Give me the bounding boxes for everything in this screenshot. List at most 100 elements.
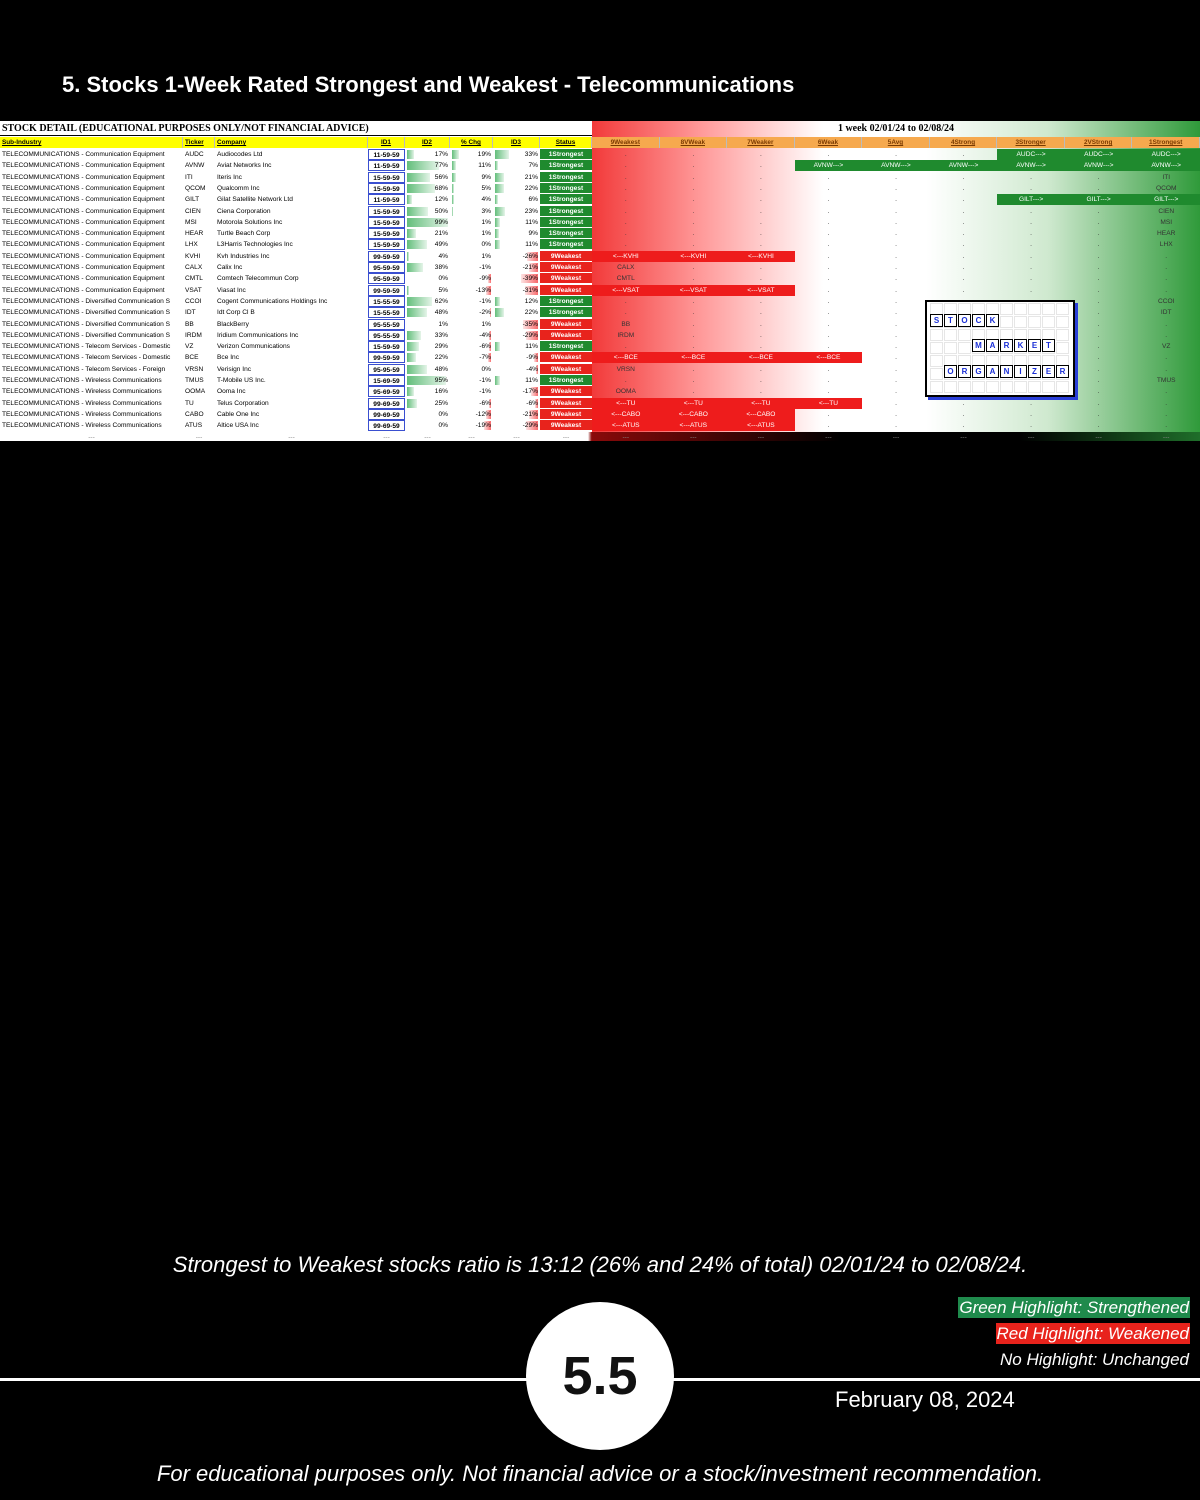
cell-text: 1Strongest bbox=[548, 241, 584, 249]
cell: 9Weakest bbox=[540, 318, 592, 330]
cell-text: ATUS bbox=[185, 422, 203, 430]
cell: <---TU bbox=[727, 397, 795, 409]
cell: T-Mobile US Inc. bbox=[215, 375, 368, 386]
cell-text: <---KVHI bbox=[612, 252, 639, 260]
cell: -1% bbox=[450, 262, 493, 273]
cell-text: 49% bbox=[434, 241, 448, 249]
cell: . bbox=[795, 330, 863, 341]
cell: 9% bbox=[493, 228, 540, 239]
cell-text: . bbox=[1030, 184, 1033, 192]
logo-letter: N bbox=[1000, 365, 1013, 378]
cell-text: 1% bbox=[481, 252, 491, 260]
cell: . bbox=[592, 149, 660, 160]
cell-text: . bbox=[962, 207, 965, 215]
cell: 3% bbox=[450, 206, 493, 217]
cell-text: IRDM bbox=[617, 331, 635, 339]
cell: 15-59-59 bbox=[368, 205, 405, 217]
cell: 15-55-59 bbox=[368, 295, 405, 307]
cell-text: 1Strongest bbox=[548, 184, 584, 192]
cell-text: . bbox=[1097, 331, 1100, 339]
cell: 0% bbox=[450, 364, 493, 375]
cell: . bbox=[727, 296, 795, 307]
cell-text: 12% bbox=[434, 196, 448, 204]
cell-text: 4% bbox=[481, 196, 491, 204]
cell: . bbox=[727, 307, 795, 318]
cell-text: TELECOMMUNICATIONS - Communication Equip… bbox=[2, 184, 165, 192]
page-title: 5. Stocks 1-Week Rated Strongest and Wea… bbox=[62, 72, 795, 97]
cell: . bbox=[795, 296, 863, 307]
cell-text: . bbox=[895, 173, 897, 181]
cell: . bbox=[997, 228, 1065, 239]
cell: AUDC---> bbox=[1064, 149, 1133, 160]
cell-text: . bbox=[827, 151, 830, 158]
data-bar bbox=[407, 195, 412, 205]
cell: <---TU bbox=[794, 397, 863, 409]
cell: 11-59-59 bbox=[368, 149, 405, 160]
cell: TELECOMMUNICATIONS - Communication Equip… bbox=[0, 206, 183, 217]
cell-text: <---TU bbox=[616, 399, 636, 407]
logo-grid bbox=[1042, 303, 1055, 315]
column-header: 7Weaker bbox=[727, 137, 795, 148]
cell-text: . bbox=[1030, 241, 1033, 249]
cell: MSI bbox=[183, 217, 215, 228]
cell: . bbox=[930, 273, 998, 284]
cell-text: VRSN bbox=[616, 365, 635, 373]
data-bar bbox=[407, 376, 446, 385]
data-bar bbox=[526, 251, 538, 261]
cell: OOMA bbox=[183, 386, 215, 397]
cell-text: AUDC---> bbox=[1084, 151, 1114, 158]
cell: 1Strongest bbox=[540, 375, 592, 386]
cell-text: TELECOMMUNICATIONS - Communication Equip… bbox=[2, 151, 165, 158]
cell: . bbox=[862, 420, 930, 431]
cell: 9Weakest bbox=[540, 386, 592, 398]
cell-text: <---VSAT bbox=[612, 286, 640, 294]
cell: 1Strongest bbox=[540, 228, 592, 240]
data-bar bbox=[407, 150, 414, 159]
cell-text: . bbox=[759, 320, 762, 328]
cell-text: 95-69-59 bbox=[373, 389, 400, 397]
cell-text: GILT---> bbox=[1086, 196, 1111, 204]
cell: . bbox=[1065, 386, 1133, 397]
cell-text: . bbox=[827, 218, 830, 226]
cell: Kvh Industries Inc bbox=[215, 251, 368, 262]
data-bar bbox=[528, 263, 538, 272]
cell: AVNW---> bbox=[862, 160, 930, 172]
cell-text: . bbox=[1165, 275, 1168, 283]
cell-text: CCOI bbox=[185, 297, 202, 305]
cell-text: TELECOMMUNICATIONS - Communication Equip… bbox=[2, 230, 165, 238]
cell: . bbox=[795, 194, 863, 205]
cell-text: -26% bbox=[522, 252, 538, 260]
column-header: Sub-Industry bbox=[0, 137, 183, 148]
data-bar bbox=[530, 387, 538, 397]
cell: -21% bbox=[493, 409, 540, 420]
cell-text: 1Strongest bbox=[548, 297, 584, 305]
logo-grid bbox=[930, 342, 943, 354]
cell: . bbox=[862, 273, 930, 284]
cell: . bbox=[795, 319, 863, 330]
cell: . bbox=[1065, 341, 1133, 352]
cell: TELECOMMUNICATIONS - Wireless Communicat… bbox=[0, 398, 183, 409]
cell: . bbox=[930, 251, 998, 262]
cell: 23% bbox=[493, 206, 540, 217]
cell-text: 1Strongest bbox=[548, 162, 584, 170]
cell: . bbox=[930, 228, 998, 239]
cell: GILT bbox=[183, 194, 215, 205]
cell-text: 16% bbox=[434, 388, 448, 396]
logo-letter: O bbox=[944, 365, 957, 378]
cell-text: . bbox=[692, 162, 695, 170]
logo-grid bbox=[1056, 342, 1069, 354]
cell-text: . bbox=[1097, 297, 1100, 305]
column-header: 6Weak bbox=[794, 137, 863, 148]
cell-text: . bbox=[962, 230, 965, 238]
data-bar bbox=[407, 217, 448, 227]
cell-text: . bbox=[759, 264, 762, 271]
cell: TELECOMMUNICATIONS - Diversified Communi… bbox=[0, 319, 183, 330]
cell-text: . bbox=[827, 297, 830, 305]
cell: Gilat Satellite Network Ltd bbox=[215, 194, 368, 205]
cell: . bbox=[727, 364, 795, 375]
cell-text: 0% bbox=[438, 410, 448, 418]
cell: AVNW---> bbox=[1132, 160, 1200, 172]
cell-text: VSAT bbox=[185, 286, 202, 294]
cell-text: TELECOMMUNICATIONS - Wireless Communicat… bbox=[2, 377, 162, 384]
legend-none: No Highlight: Unchanged bbox=[999, 1350, 1189, 1369]
